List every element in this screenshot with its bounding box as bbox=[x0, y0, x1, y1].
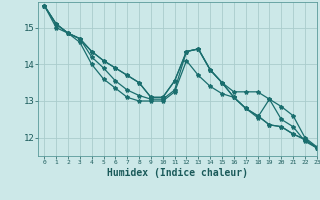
X-axis label: Humidex (Indice chaleur): Humidex (Indice chaleur) bbox=[107, 168, 248, 178]
